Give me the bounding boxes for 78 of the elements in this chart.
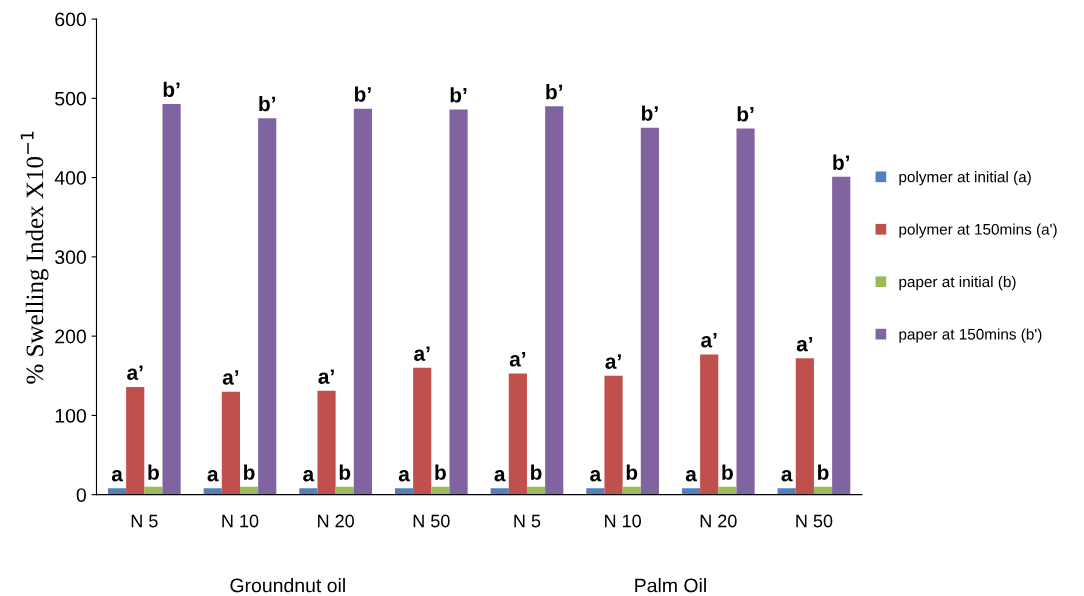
data-label: a (494, 470, 506, 482)
bar (221, 391, 240, 495)
bar (545, 106, 564, 495)
data-label: b (244, 464, 255, 480)
bar (640, 127, 659, 495)
legend-label: paper at 150mins (b') (899, 328, 1042, 343)
legend-label: polymer at 150mins (a') (899, 223, 1057, 238)
legend-label: paper at initial (b) (899, 275, 1016, 291)
y-tick-label: 600 (55, 12, 86, 27)
data-label: b (531, 464, 542, 480)
y-tick-label: 300 (55, 250, 86, 265)
y-tick-label: 100 (55, 408, 86, 423)
data-label: a’ (796, 336, 813, 352)
data-label: b (722, 464, 733, 480)
data-label: b’ (163, 81, 180, 97)
data-label: a (398, 470, 410, 482)
y-tick-label: 500 (55, 91, 86, 106)
bar (413, 367, 432, 495)
bar (508, 373, 527, 495)
bar (700, 354, 719, 495)
data-label: a (685, 470, 697, 482)
data-label: a (207, 470, 219, 482)
bar (681, 488, 701, 495)
data-label: b’ (642, 105, 658, 121)
bar (394, 488, 414, 495)
data-label: a (590, 470, 602, 482)
y-axis-title: % Swelling Index X10$^{−1}$ (20, 131, 49, 384)
data-label: b (339, 464, 351, 480)
bar (736, 128, 755, 495)
data-label: b’ (450, 87, 467, 103)
data-label: a’ (605, 354, 621, 369)
data-label: a’ (701, 332, 717, 348)
data-label: b (818, 464, 829, 480)
bar (449, 109, 468, 495)
bar (203, 488, 222, 495)
data-label: a (781, 470, 793, 482)
data-label: b (148, 464, 159, 480)
data-label: b’ (833, 154, 850, 170)
data-label: a’ (318, 369, 334, 384)
x-tick-label: N 5 (131, 514, 158, 528)
bar (317, 390, 336, 495)
data-label: b (435, 464, 446, 480)
bar (832, 176, 851, 495)
bar (107, 488, 127, 495)
bar (162, 103, 181, 495)
data-label: a’ (127, 365, 143, 380)
x-tick-label: N 50 (796, 514, 833, 528)
data-label: a’ (509, 351, 526, 367)
data-label: a (303, 470, 315, 482)
bar (353, 108, 372, 495)
data-label: b (626, 464, 638, 480)
text: Groundnut oil (230, 578, 345, 593)
text: Palm Oil (635, 578, 706, 593)
bar (795, 358, 814, 495)
bar (604, 375, 623, 495)
bar (586, 488, 605, 495)
legend-label: polymer at initial (a) (899, 171, 1031, 186)
x-tick-label: N 50 (413, 514, 450, 528)
data-label: b’ (546, 84, 563, 100)
data-label: b’ (737, 106, 754, 122)
x-tick-label: N 10 (605, 514, 641, 528)
x-tick-label: N 20 (700, 514, 737, 528)
data-label: b’ (259, 95, 276, 112)
data-label: a’ (414, 346, 430, 361)
bar (126, 386, 145, 495)
x-tick-label: N 5 (514, 514, 541, 528)
data-label: a (111, 470, 123, 482)
bar (258, 118, 277, 495)
x-tick-label: N 10 (222, 514, 259, 528)
bar (299, 488, 318, 495)
bar (777, 488, 796, 495)
bar (490, 488, 509, 495)
y-tick-label: 0 (76, 488, 86, 502)
data-label: a’ (222, 370, 239, 385)
data-label: b’ (355, 86, 371, 102)
y-tick-label: 400 (54, 171, 86, 185)
y-tick-label: 200 (55, 329, 86, 344)
x-tick-label: N 20 (318, 514, 354, 528)
